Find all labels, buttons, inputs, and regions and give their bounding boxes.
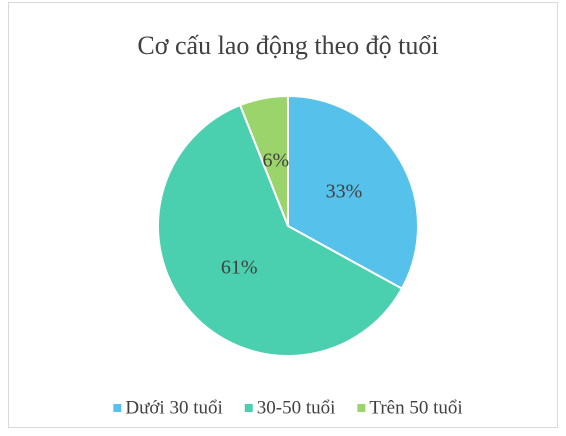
data-label: 6% <box>262 150 289 172</box>
legend-swatch <box>357 404 366 412</box>
pie-slice <box>238 94 289 227</box>
legend-swatch <box>244 404 253 412</box>
pie-slice <box>157 103 404 357</box>
data-label: 61% <box>221 257 258 279</box>
legend-label: Trên 50 tuổi <box>369 397 462 418</box>
chart-title: Cơ cấu lao động theo độ tuổi <box>137 31 438 60</box>
pie-slice <box>287 94 419 290</box>
legend-swatch <box>113 404 122 412</box>
legend-label: Dưới 30 tuổi <box>125 397 222 418</box>
legend-label: 30-50 tuổi <box>257 397 336 418</box>
data-label: 33% <box>326 181 363 203</box>
